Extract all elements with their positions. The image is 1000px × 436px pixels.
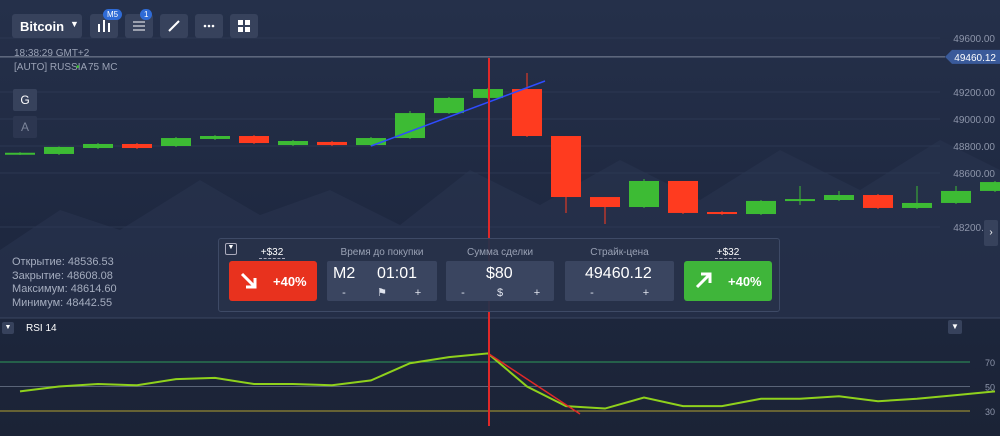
expiry-mode: M2 (333, 265, 356, 282)
asset-name: Bitcoin (20, 19, 65, 34)
candle-body (980, 182, 1000, 191)
time-plus[interactable]: + (414, 287, 422, 299)
amount-box[interactable]: $80 - $ + (446, 261, 554, 301)
candle-body (668, 180, 698, 213)
a-button[interactable]: A (13, 116, 37, 138)
y-tick-label: 49200.00 (953, 88, 995, 99)
down-arrow (240, 272, 257, 289)
strike-label: Страйк-цена (590, 247, 649, 258)
server-name: [AUTO] RUSSIA (14, 62, 88, 73)
call-profit: +$32 (715, 247, 741, 259)
ping-dot: • (76, 62, 80, 73)
put-profit: +$32 (259, 247, 285, 259)
candle-body (356, 138, 386, 146)
candle-body (746, 200, 776, 215)
indicators-badge: 1 (140, 9, 153, 20)
call-payout: +40% (728, 274, 762, 289)
amount: $80 (486, 265, 513, 282)
ohlc-open: Открытие: 48536.53 (12, 256, 114, 268)
y-tick-label: 49000.00 (953, 115, 995, 126)
candle-body (941, 190, 971, 203)
candle-body (434, 97, 464, 114)
layout-button[interactable] (230, 14, 258, 38)
candle-body (317, 141, 347, 146)
y-tick-label: 48600.00 (953, 169, 995, 180)
expiry-time: 01:01 (377, 265, 418, 282)
g-button[interactable]: G (13, 89, 37, 111)
scroll-right[interactable]: › (984, 220, 998, 246)
candle-body (629, 180, 659, 208)
y-tick-label: 48200.00 (953, 223, 995, 234)
candle-body (5, 152, 35, 155)
y-tick-label: 50 (985, 383, 995, 393)
put-button[interactable]: +40% (229, 261, 317, 301)
rsi-menu[interactable]: ▼ (948, 320, 962, 334)
y-tick-label: 48800.00 (953, 142, 995, 153)
ohlc-low: Минимум: 48442.55 (12, 297, 113, 309)
candles (5, 72, 1000, 225)
strike-plus[interactable]: + (642, 287, 650, 299)
strike-box[interactable]: 49460.12 - + (565, 261, 674, 301)
sliders-icon (133, 21, 145, 31)
candle-body (512, 89, 542, 137)
candle-body (551, 136, 581, 198)
ohlc-close: Закрытие: 48608.08 (12, 270, 113, 282)
candle-body (44, 146, 74, 154)
collapse-button[interactable]: ▼ (225, 243, 237, 255)
candle-body (590, 197, 620, 208)
candle-body (707, 212, 737, 215)
candle-body (902, 202, 932, 208)
ohlc-high: Максимум: 48614.60 (12, 283, 117, 295)
ping: 75 MC (88, 62, 118, 73)
amount-label: Сумма сделки (466, 247, 534, 258)
amount-minus[interactable]: - (461, 287, 465, 299)
strike-minus[interactable]: - (590, 287, 594, 299)
flag-button[interactable]: ⚑ (377, 287, 387, 299)
strike: 49460.12 (585, 265, 652, 282)
up-arrow (695, 272, 712, 289)
put-payout: +40% (273, 274, 307, 289)
rsi-collapse[interactable]: ▼ (2, 322, 14, 334)
candle-body (83, 143, 113, 149)
server-time: 18:38:29 GMT+2 (14, 48, 90, 59)
caret: ▼ (70, 19, 79, 29)
candle-body (278, 141, 308, 146)
candle-body (239, 136, 269, 144)
rsi-title: RSI 14 (26, 323, 57, 334)
price-tag-bg (945, 49, 1000, 64)
candle-body (785, 199, 815, 202)
brush-icon (168, 20, 180, 32)
dots-icon (203, 24, 215, 28)
time-box[interactable]: M2 01:01 - ⚑ + (327, 261, 437, 301)
candle-body (161, 138, 191, 146)
draw-button[interactable] (160, 14, 188, 38)
candle-body (863, 195, 893, 208)
grid-icon (238, 20, 250, 32)
more-button[interactable] (195, 14, 223, 38)
trend-line (370, 80, 546, 147)
time-minus[interactable]: - (342, 287, 346, 299)
candle-body (200, 136, 230, 139)
rsi-line (19, 352, 996, 410)
trade-panel: ▼ +$32 +40% Время до покупки M2 01:01- ⚑ + … (218, 238, 780, 312)
asset-button[interactable]: Bitcoin ▼ (12, 14, 82, 38)
price-tag: 49460.12 (954, 53, 996, 64)
candle-body (395, 113, 425, 139)
amount-plus[interactable]: + (533, 287, 541, 299)
y-tick-label: 70 (985, 358, 995, 368)
candle-body (122, 143, 152, 149)
candle-body (824, 195, 854, 200)
timeframe-badge: M5 (103, 9, 123, 20)
y-tick-label: 49600.00 (953, 34, 995, 45)
drawn-line (488, 353, 581, 415)
amount-unit[interactable]: $ (496, 287, 504, 299)
time-label: Время до покупки (340, 247, 424, 258)
call-button[interactable]: +40% (684, 261, 772, 301)
y-tick-label: 30 (985, 407, 995, 417)
bars-icon (98, 20, 110, 32)
